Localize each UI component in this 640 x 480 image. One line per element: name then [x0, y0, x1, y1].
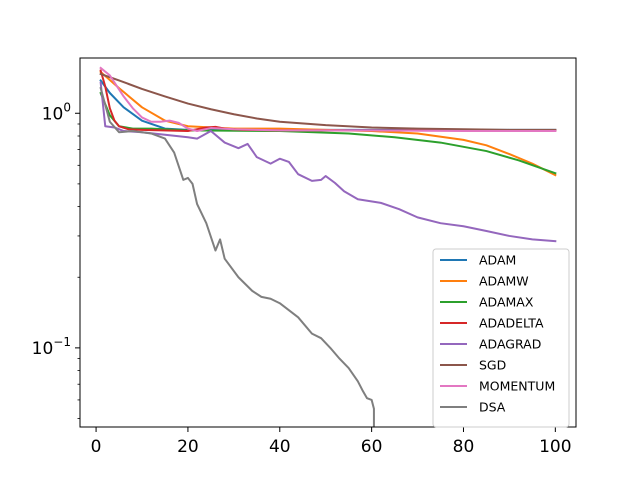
x-axis: 0 20 40 60 80 100: [91, 427, 572, 457]
x-tick-label: 60: [361, 437, 383, 457]
series-line-sgd: [99, 72, 557, 131]
legend-label-adamw: ADAMW: [479, 274, 529, 289]
y-tick-label: 10−1: [32, 335, 71, 359]
legend-label-adamax: ADAMAX: [479, 295, 534, 310]
y-tick-label: 100: [42, 100, 71, 124]
x-tick-label: 80: [453, 437, 475, 457]
series-line-dsa: [99, 86, 375, 427]
series-line-adagrad: [99, 81, 557, 243]
x-tick-label: 100: [539, 437, 571, 457]
legend-label-sgd: SGD: [479, 358, 506, 373]
plot-area-frame: [79, 57, 577, 428]
y-axis: 100 10−1: [32, 100, 80, 419]
legend-label-adam: ADAM: [479, 253, 516, 268]
legend-box: [432, 248, 570, 428]
x-tick-label: 0: [91, 437, 102, 457]
x-tick-label: 40: [269, 437, 291, 457]
legend-label-adadelta: ADADELTA: [479, 316, 544, 331]
series-line-momentum: [99, 66, 557, 133]
series-layer: [99, 66, 557, 427]
legend-label-momentum: MOMENTUM: [479, 379, 555, 394]
legend-label-adagrad: ADAGRAD: [479, 337, 541, 352]
legend: ADAM ADAMW ADAMAX ADADELTA ADAGRAD SGD MOMENTU…: [432, 248, 570, 428]
x-tick-label: 20: [177, 437, 199, 457]
legend-label-dsa: DSA: [479, 400, 506, 415]
